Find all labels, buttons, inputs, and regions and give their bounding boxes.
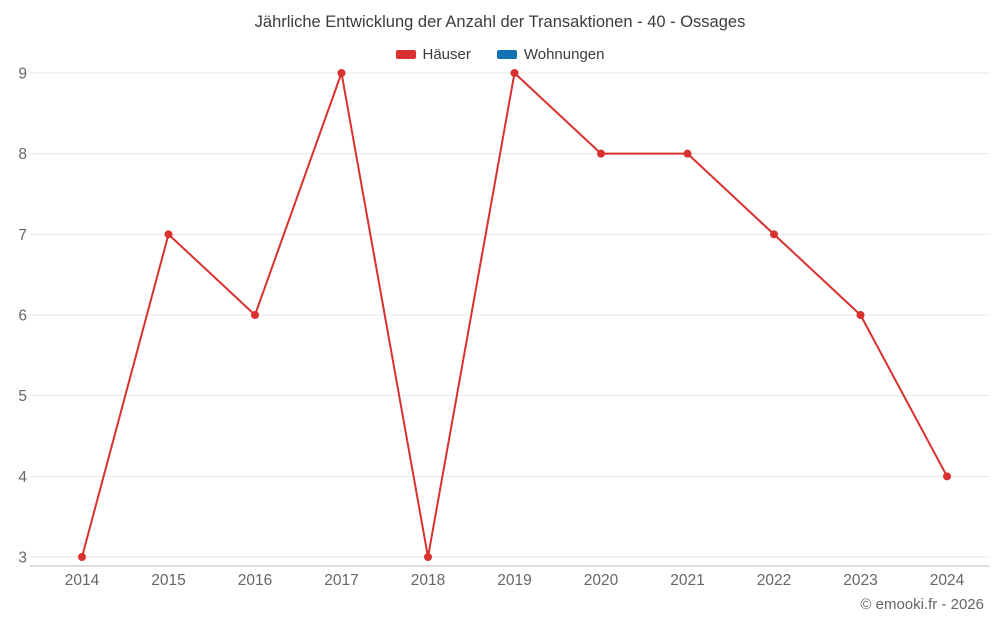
legend-label-haeuser: Häuser — [422, 46, 471, 63]
data-point — [943, 472, 951, 481]
x-tick-label: 2022 — [757, 572, 791, 589]
y-tick-label: 7 — [18, 227, 27, 244]
x-tick-label: 2015 — [151, 572, 185, 589]
data-point — [251, 311, 259, 319]
y-tick-label: 5 — [18, 388, 27, 405]
data-point — [337, 69, 346, 77]
x-tick-label: 2017 — [324, 572, 358, 589]
x-tick-label: 2020 — [584, 572, 619, 589]
legend-label-wohnungen: Wohnungen — [523, 46, 605, 63]
chart-title: Jährliche Entwicklung der Anzahl der Tra… — [254, 13, 746, 31]
x-tick-label: 2023 — [843, 572, 877, 589]
data-point — [597, 149, 605, 158]
y-tick-label: 4 — [18, 469, 27, 486]
x-tick-label: 2016 — [238, 572, 272, 589]
data-point — [510, 69, 519, 77]
y-tick-label: 9 — [18, 66, 27, 83]
copyright: © emooki.fr - 2026 — [860, 596, 984, 613]
data-point — [78, 553, 86, 561]
y-tick-label: 8 — [18, 146, 27, 163]
x-tick-label: 2021 — [670, 572, 704, 589]
x-tick-label: 2018 — [411, 572, 445, 589]
legend-swatch-wohnungen-icon — [496, 50, 517, 59]
x-tick-label: 2019 — [497, 572, 531, 589]
data-point — [683, 149, 692, 158]
data-point — [856, 311, 865, 319]
legend-item-haeuser[interactable]: Häuser — [395, 46, 471, 63]
data-point — [164, 230, 173, 239]
x-tick-label: 2024 — [930, 572, 965, 589]
legend-swatch-haeuser-icon — [395, 50, 416, 59]
x-tick-label: 2014 — [65, 572, 100, 589]
chart-legend: Häuser Wohnungen — [0, 46, 1000, 63]
legend-item-wohnungen[interactable]: Wohnungen — [496, 46, 605, 63]
data-point — [770, 230, 778, 239]
y-tick-label: 6 — [18, 308, 27, 325]
y-tick-label: 3 — [18, 550, 27, 567]
data-point — [424, 553, 432, 561]
